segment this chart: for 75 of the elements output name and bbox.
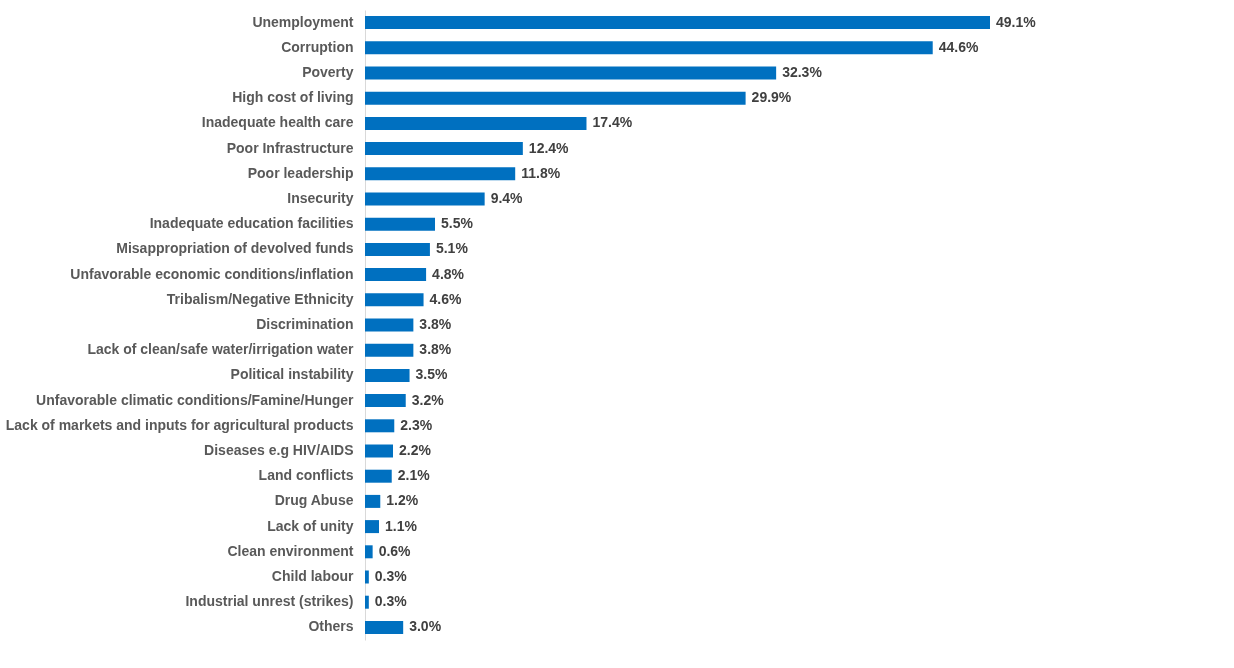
bar [365, 570, 369, 584]
data-label: 5.5% [441, 215, 474, 232]
data-label: 3.0% [409, 618, 442, 635]
y-tick-label: Unemployment [252, 13, 354, 30]
data-label: 4.6% [429, 290, 463, 307]
bar [365, 217, 436, 231]
bar [365, 545, 373, 559]
bar [365, 16, 990, 30]
y-tick-label: Lack of markets and inputs for agricultural products [5, 416, 354, 433]
bar [365, 242, 430, 256]
y-tick-label: Drug Abuse [274, 492, 354, 509]
y-tick-label: Misappropriation of devolved funds [116, 240, 354, 257]
data-label: 32.3% [782, 64, 823, 80]
bar [365, 595, 369, 609]
y-tick-label: Lack of unity [267, 517, 354, 534]
y-tick-label: Discrimination [256, 316, 354, 332]
data-label: 0.3% [374, 593, 408, 610]
data-label: 1.2% [386, 492, 419, 509]
y-tick-label: Clean environment [227, 542, 354, 559]
data-label: 12.4% [528, 139, 570, 156]
bar [365, 469, 392, 483]
y-tick-label: Tribalism/Negative Ethnicity [166, 290, 354, 307]
bar [365, 620, 404, 634]
bar [365, 66, 777, 80]
y-tick-label: Poor Infrastructure [226, 139, 354, 156]
bar [365, 343, 414, 357]
bar [365, 116, 587, 130]
y-tick-label: Corruption [281, 38, 354, 55]
bar [365, 368, 410, 382]
y-tick-label: Lack of clean/safe water/irrigation water [87, 341, 355, 358]
data-label: 2.3% [400, 416, 433, 433]
y-tick-label: Insecurity [287, 190, 354, 206]
y-tick-label: Political instability [230, 366, 354, 383]
y-tick-label: Poverty [302, 64, 354, 80]
data-label: 49.1% [996, 13, 1037, 30]
y-tick-label: High cost of living [232, 89, 354, 106]
y-tick-label: Poor leadership [247, 164, 354, 181]
data-label: 1.1% [385, 517, 418, 534]
data-label: 44.6% [938, 38, 979, 55]
bar [365, 41, 933, 55]
y-tick-label: Unfavorable climatic conditions/Famine/Hunger [36, 391, 355, 408]
bar [365, 394, 406, 408]
bar [365, 142, 523, 156]
data-label: 3.8% [419, 341, 452, 358]
data-label: 2.1% [397, 467, 431, 484]
bar [365, 444, 393, 458]
data-label: 11.8% [521, 164, 561, 181]
bar [365, 192, 485, 206]
data-label: 9.4% [490, 190, 524, 206]
bar [365, 494, 381, 508]
bar [365, 268, 427, 282]
bar [365, 293, 424, 307]
data-label: 3.5% [415, 366, 449, 383]
data-label: 29.9% [751, 89, 792, 106]
data-label: 0.3% [374, 568, 408, 584]
y-tick-label: Inadequate education facilities [149, 215, 354, 232]
data-label: 3.8% [419, 316, 452, 332]
y-tick-label: Inadequate health care [201, 114, 354, 131]
y-tick-label: Land conflicts [258, 467, 354, 484]
y-tick-label: Child labour [271, 568, 355, 584]
data-label: 17.4% [592, 114, 633, 131]
bar [365, 520, 379, 534]
data-label: 0.6% [378, 542, 412, 559]
bar [365, 318, 414, 332]
y-tick-label: Others [308, 618, 354, 635]
y-tick-label: Diseases e.g HIV/AIDS [204, 442, 354, 458]
data-label: 4.8% [432, 265, 465, 282]
y-tick-label: Unfavorable economic conditions/inflation [70, 265, 354, 282]
bar [365, 419, 395, 433]
y-tick-label: Industrial unrest (strikes) [185, 593, 354, 610]
data-label: 5.1% [435, 240, 469, 257]
data-label: 3.2% [411, 391, 445, 408]
bar [365, 167, 516, 181]
data-label: 2.2% [399, 442, 432, 458]
bar [365, 91, 746, 105]
